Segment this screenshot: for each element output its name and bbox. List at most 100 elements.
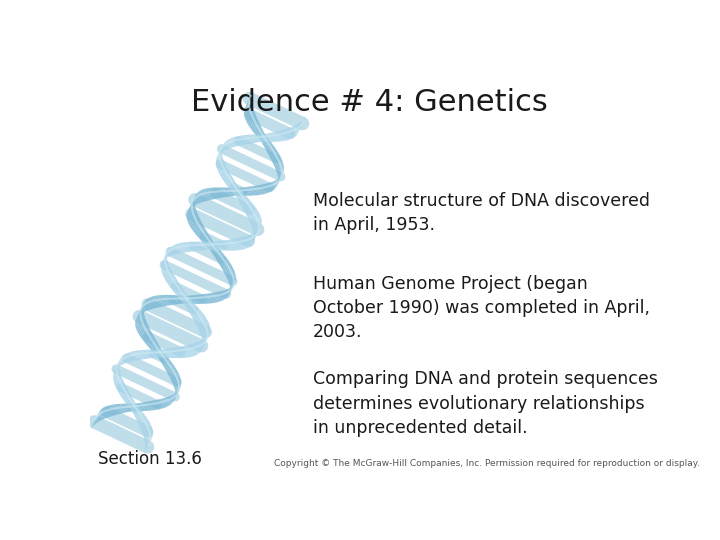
Polygon shape (168, 365, 175, 377)
Polygon shape (230, 276, 236, 289)
Polygon shape (212, 245, 217, 255)
Polygon shape (175, 386, 181, 399)
Polygon shape (243, 198, 249, 210)
Polygon shape (190, 341, 199, 357)
Polygon shape (297, 117, 306, 134)
Polygon shape (224, 261, 230, 274)
Polygon shape (187, 195, 195, 214)
Polygon shape (195, 294, 202, 304)
Polygon shape (143, 326, 150, 341)
Polygon shape (172, 371, 179, 384)
Polygon shape (145, 296, 153, 312)
Polygon shape (166, 361, 172, 373)
Polygon shape (258, 130, 264, 140)
Polygon shape (176, 242, 184, 254)
Polygon shape (162, 396, 169, 409)
Polygon shape (173, 373, 179, 386)
Polygon shape (185, 241, 193, 252)
Polygon shape (192, 190, 202, 207)
Polygon shape (145, 428, 153, 445)
Polygon shape (253, 134, 260, 143)
Polygon shape (275, 176, 282, 188)
Polygon shape (162, 250, 168, 262)
Polygon shape (135, 350, 142, 361)
Polygon shape (216, 150, 222, 163)
Polygon shape (198, 337, 207, 354)
Polygon shape (279, 129, 287, 141)
Polygon shape (228, 239, 236, 251)
Polygon shape (121, 403, 128, 414)
Polygon shape (246, 203, 253, 218)
Polygon shape (271, 148, 276, 160)
Polygon shape (245, 91, 253, 109)
Polygon shape (244, 94, 252, 112)
Polygon shape (204, 235, 211, 246)
Polygon shape (201, 230, 207, 242)
Polygon shape (233, 136, 240, 147)
Polygon shape (143, 422, 150, 437)
Polygon shape (118, 403, 126, 414)
Polygon shape (179, 345, 188, 358)
Polygon shape (240, 193, 246, 205)
Polygon shape (253, 222, 262, 241)
Text: Copyright © The McGraw-Hill Companies, Inc. Permission required for reproduction: Copyright © The McGraw-Hill Companies, I… (274, 459, 700, 468)
Polygon shape (162, 260, 168, 273)
Polygon shape (195, 189, 204, 205)
Polygon shape (136, 313, 144, 330)
Polygon shape (145, 349, 152, 359)
Polygon shape (191, 213, 198, 229)
Polygon shape (294, 120, 303, 137)
Polygon shape (104, 404, 113, 418)
Polygon shape (208, 292, 216, 303)
Polygon shape (176, 384, 181, 397)
Polygon shape (170, 347, 177, 358)
Polygon shape (202, 242, 210, 250)
Polygon shape (240, 135, 248, 146)
Polygon shape (178, 295, 184, 304)
Polygon shape (190, 304, 197, 316)
Polygon shape (134, 403, 140, 411)
Polygon shape (205, 242, 212, 250)
Polygon shape (207, 238, 212, 248)
Polygon shape (285, 126, 294, 141)
Polygon shape (228, 188, 235, 197)
Polygon shape (114, 359, 120, 371)
Polygon shape (140, 350, 147, 360)
Polygon shape (163, 248, 170, 260)
Polygon shape (109, 404, 117, 417)
Polygon shape (161, 258, 167, 272)
Polygon shape (175, 378, 181, 392)
Polygon shape (157, 349, 163, 359)
Polygon shape (273, 131, 280, 142)
Polygon shape (246, 232, 256, 248)
Polygon shape (263, 137, 268, 147)
Polygon shape (170, 244, 177, 256)
Polygon shape (237, 190, 242, 200)
Polygon shape (121, 353, 127, 366)
Polygon shape (165, 267, 171, 281)
Polygon shape (117, 355, 124, 368)
Polygon shape (258, 134, 264, 142)
Polygon shape (158, 295, 166, 307)
Polygon shape (126, 351, 133, 363)
Polygon shape (135, 308, 143, 326)
Polygon shape (248, 231, 257, 248)
Polygon shape (244, 199, 251, 213)
Polygon shape (170, 367, 176, 380)
Polygon shape (193, 218, 200, 233)
Polygon shape (161, 255, 167, 268)
Polygon shape (186, 201, 194, 219)
Polygon shape (199, 227, 206, 240)
Polygon shape (208, 187, 217, 200)
Polygon shape (138, 318, 145, 334)
Polygon shape (135, 408, 140, 419)
Polygon shape (244, 101, 252, 118)
Polygon shape (137, 402, 143, 411)
Polygon shape (222, 259, 229, 272)
Polygon shape (241, 234, 250, 250)
Polygon shape (144, 328, 151, 343)
Polygon shape (124, 352, 131, 364)
Polygon shape (213, 291, 220, 303)
Polygon shape (270, 179, 277, 192)
Polygon shape (144, 436, 153, 454)
